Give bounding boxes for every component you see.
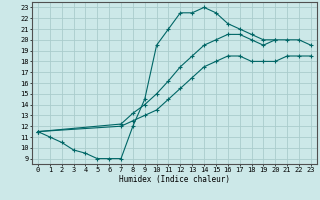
X-axis label: Humidex (Indice chaleur): Humidex (Indice chaleur) <box>119 175 230 184</box>
